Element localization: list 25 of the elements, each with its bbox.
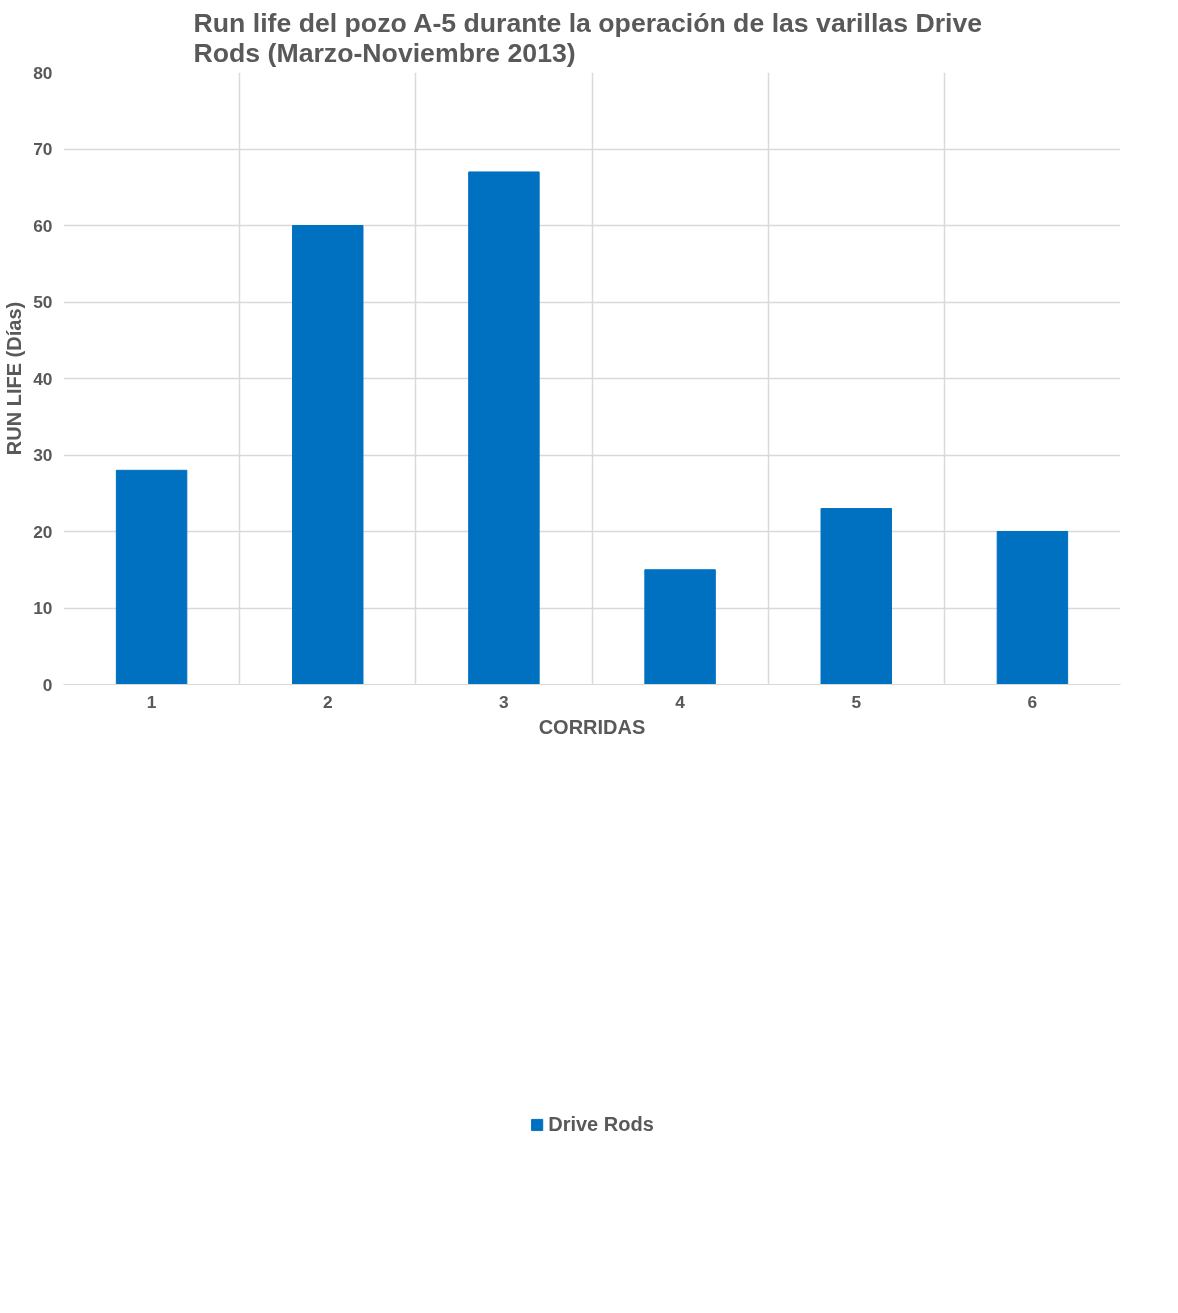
- x-tick-label: 4: [675, 691, 686, 712]
- x-axis-title: CORRIDAS: [538, 715, 646, 738]
- y-tick-label: 0: [42, 674, 53, 695]
- bar: [115, 469, 188, 685]
- y-tick-label: 20: [33, 521, 53, 542]
- x-tick-label: 1: [146, 691, 157, 712]
- x-tick-label: 6: [1027, 691, 1038, 712]
- y-tick-label: 80: [33, 62, 53, 83]
- bar: [644, 569, 716, 685]
- y-tick-label: 30: [33, 445, 53, 465]
- y-tick-label: 70: [33, 139, 53, 159]
- x-tick-label: 2: [322, 691, 333, 712]
- y-tick-label: 40: [33, 368, 53, 389]
- bar: [468, 171, 540, 685]
- y-axis-title: RUN LIFE (Días): [3, 301, 26, 456]
- chart-title: Run life del pozo A-5 durante la operación de las varillas Drive Rods (Marzo-Noviembre 2013): [193, 7, 983, 68]
- y-tick-label: 50: [33, 292, 53, 312]
- bar: [820, 508, 892, 685]
- y-tick-label: 10: [33, 598, 53, 618]
- y-tick-label: 60: [33, 215, 53, 236]
- legend-label: Drive Rods: [548, 1112, 654, 1136]
- bar: [292, 225, 364, 685]
- x-tick-label: 5: [851, 691, 862, 712]
- x-tick-label: 3: [499, 691, 510, 712]
- bar: [996, 531, 1069, 685]
